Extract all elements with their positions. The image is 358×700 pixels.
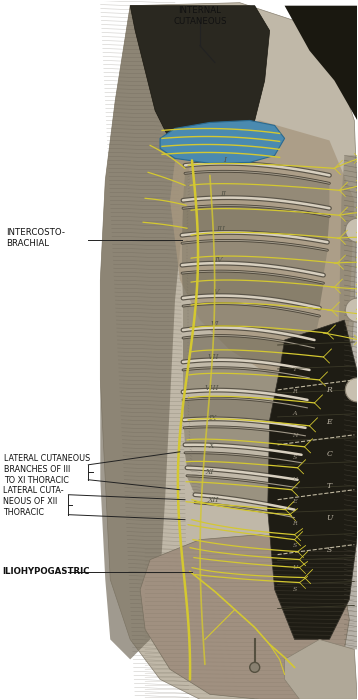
- Text: I: I: [223, 156, 226, 164]
- Polygon shape: [182, 241, 328, 275]
- Text: X: X: [208, 442, 214, 450]
- Text: IV: IV: [214, 256, 223, 264]
- Polygon shape: [183, 369, 310, 400]
- Text: III: III: [216, 225, 225, 233]
- Circle shape: [345, 378, 358, 402]
- Text: LATERAL CUTA-
NEOUS OF XII
THORACIC: LATERAL CUTA- NEOUS OF XII THORACIC: [3, 486, 63, 517]
- Polygon shape: [183, 337, 314, 370]
- Circle shape: [345, 298, 358, 322]
- Text: S: S: [292, 587, 297, 592]
- Text: INTERCOSTO-
BRACHIAL: INTERCOSTO- BRACHIAL: [6, 228, 65, 248]
- Polygon shape: [184, 428, 305, 455]
- Text: T: T: [327, 482, 332, 490]
- Text: R: R: [326, 386, 332, 394]
- Circle shape: [345, 218, 358, 242]
- Text: ILIOHYPOGASTRIC: ILIOHYPOGASTRIC: [3, 567, 90, 576]
- Polygon shape: [160, 120, 285, 163]
- Text: A: A: [292, 412, 297, 416]
- Polygon shape: [170, 120, 354, 390]
- Text: R: R: [292, 389, 297, 394]
- Text: VIII: VIII: [205, 384, 219, 392]
- Text: C: C: [326, 450, 332, 458]
- Text: VII: VII: [207, 353, 219, 361]
- Polygon shape: [140, 535, 349, 699]
- Circle shape: [250, 662, 260, 673]
- Text: T: T: [292, 368, 297, 372]
- Polygon shape: [182, 206, 329, 242]
- Polygon shape: [185, 454, 301, 480]
- Text: U: U: [292, 565, 297, 570]
- Text: S: S: [327, 545, 332, 554]
- Text: XII: XII: [207, 496, 218, 504]
- Polygon shape: [100, 3, 357, 699]
- Polygon shape: [100, 6, 210, 659]
- Polygon shape: [183, 304, 319, 340]
- Text: E: E: [326, 418, 332, 426]
- Polygon shape: [130, 6, 270, 165]
- Polygon shape: [337, 155, 358, 650]
- Text: LATERAL CUTANEOUS
BRANCHES OF III
TO XI THORACIC: LATERAL CUTANEOUS BRANCHES OF III TO XI …: [4, 454, 90, 485]
- Polygon shape: [268, 320, 358, 639]
- Text: V: V: [292, 477, 297, 482]
- Text: U: U: [326, 514, 333, 522]
- Polygon shape: [183, 399, 308, 428]
- Text: E: E: [292, 499, 297, 504]
- Text: II: II: [220, 190, 226, 198]
- Text: INTERNAL
CUTANEOUS: INTERNAL CUTANEOUS: [173, 6, 227, 26]
- Polygon shape: [187, 477, 297, 510]
- Text: XI: XI: [206, 468, 214, 476]
- Polygon shape: [285, 6, 357, 120]
- Text: V: V: [214, 288, 219, 296]
- Text: VI: VI: [211, 320, 219, 328]
- Polygon shape: [183, 172, 329, 209]
- Text: S: S: [292, 455, 297, 461]
- Text: R: R: [292, 522, 297, 526]
- Polygon shape: [182, 272, 323, 308]
- Text: N: N: [292, 433, 297, 438]
- Text: IX: IX: [208, 414, 216, 422]
- Polygon shape: [285, 639, 357, 699]
- Text: S: S: [292, 543, 297, 548]
